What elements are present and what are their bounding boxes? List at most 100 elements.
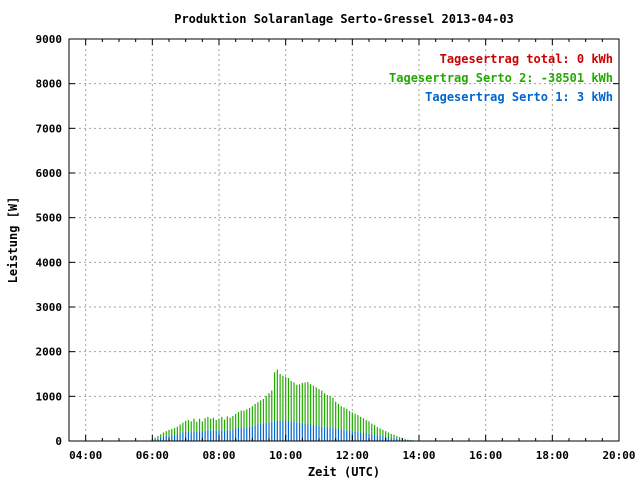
bar-series-2 <box>157 436 159 439</box>
legend: Tagesertrag total: 0 kWh Tagesertrag Sert… <box>389 52 613 104</box>
bar-series-1 <box>215 430 217 441</box>
bar-series-1 <box>235 428 237 441</box>
bar-series-1 <box>290 421 292 441</box>
bar-series-1 <box>404 439 406 441</box>
bar-series-2 <box>246 409 248 428</box>
bar-series-1 <box>298 422 301 441</box>
bar-series-2 <box>379 428 381 436</box>
bar-series-2 <box>226 416 228 430</box>
y-tick-label: 2000 <box>36 346 63 359</box>
bar-series-2 <box>351 412 353 432</box>
axis-ticks: 0 1000 2000 3000 4000 5000 6000 7000 8000 9000 04:… <box>36 33 636 462</box>
bar-series-1 <box>240 427 242 441</box>
bar-series-1 <box>376 435 378 441</box>
x-tick-label: 04:00 <box>69 449 102 462</box>
bar-series-1 <box>318 425 320 441</box>
bar-series-2 <box>335 401 337 429</box>
bar-series-2 <box>318 389 320 426</box>
bar-series-1 <box>210 430 212 441</box>
bar-series-2 <box>279 374 281 421</box>
bar-series-1 <box>229 430 231 441</box>
bar-series-2 <box>323 393 326 427</box>
bar-series-2 <box>373 424 376 435</box>
bar-series-1 <box>326 427 328 441</box>
x-tick-label: 14:00 <box>402 449 435 462</box>
bar-series-1 <box>360 432 362 441</box>
bar-series-1 <box>198 430 201 441</box>
y-tick-label: 1000 <box>36 390 63 403</box>
x-axis-label: Zeit (UTC) <box>308 465 380 479</box>
bar-series-1 <box>393 437 395 441</box>
bar-series-1 <box>160 437 162 441</box>
bar-series-2 <box>326 394 328 428</box>
bar-series-2 <box>282 375 284 421</box>
bar-series-1 <box>343 429 345 441</box>
y-tick-label: 5000 <box>36 212 63 225</box>
bar-series-2 <box>185 420 187 433</box>
bar-series-1 <box>365 433 367 441</box>
bar-series-2 <box>198 418 201 431</box>
bar-series-1 <box>260 423 262 441</box>
bar-series-1 <box>282 420 284 441</box>
bar-series-2 <box>207 416 209 430</box>
bar-series-1 <box>190 432 192 441</box>
bar-series-2 <box>354 413 356 432</box>
bar-series-2 <box>301 382 303 424</box>
bar-series-2 <box>390 433 392 438</box>
bar-series-2 <box>348 411 351 431</box>
bar-series-1 <box>157 438 159 441</box>
bar-series-1 <box>396 438 398 441</box>
bar-series-2 <box>376 427 378 436</box>
bar-series-1 <box>312 424 315 441</box>
bar-series-2 <box>182 422 184 433</box>
x-tick-label: 18:00 <box>536 449 569 462</box>
bar-series-2 <box>215 420 217 431</box>
bar-series-1 <box>354 431 356 441</box>
bar-series-1 <box>379 435 381 441</box>
y-tick-label: 7000 <box>36 122 63 135</box>
bar-series-2 <box>168 429 170 436</box>
bar-series-1 <box>390 437 392 441</box>
bar-series-1 <box>246 427 248 441</box>
bar-series-1 <box>273 421 276 441</box>
bar-series-1 <box>182 432 184 441</box>
bar-series-2 <box>387 432 390 437</box>
bar-series-1 <box>204 430 206 441</box>
bar-series-2 <box>257 402 259 425</box>
bar-series-2 <box>204 418 206 431</box>
bar-series-1 <box>287 420 290 441</box>
bar-series-2 <box>310 384 312 425</box>
bar-series-1 <box>387 436 390 441</box>
bar-series-2 <box>254 403 256 426</box>
bar-series-2 <box>265 395 267 423</box>
y-tick-label: 6000 <box>36 167 63 180</box>
x-tick-label: 08:00 <box>202 449 235 462</box>
bar-series-2 <box>368 421 370 434</box>
bar-series-2 <box>329 396 331 428</box>
bar-series-1 <box>271 421 273 441</box>
bar-series-2 <box>337 403 340 429</box>
bar-series-2 <box>251 406 253 427</box>
bar-series-2 <box>262 399 265 424</box>
x-tick-label: 10:00 <box>269 449 302 462</box>
bar-series-1 <box>257 424 259 441</box>
bar-series-2 <box>268 393 270 423</box>
bar-series-1 <box>243 427 245 441</box>
bar-series-2 <box>212 417 215 430</box>
y-tick-label: 0 <box>55 435 62 448</box>
bar-series-2 <box>362 418 365 433</box>
bar-series-1 <box>301 423 303 441</box>
bar-series-1 <box>176 434 178 441</box>
bar-series-1 <box>207 429 209 441</box>
bar-series-1 <box>373 434 376 441</box>
bar-series-1 <box>285 420 287 441</box>
bar-series-1 <box>212 429 215 441</box>
bar-series-2 <box>382 429 384 437</box>
bar-series-2 <box>298 384 301 423</box>
y-tick-label: 8000 <box>36 78 63 91</box>
x-tick-label: 12:00 <box>336 449 369 462</box>
data-bars <box>151 369 415 442</box>
bar-series-1 <box>185 432 187 441</box>
bar-series-1 <box>362 432 365 441</box>
